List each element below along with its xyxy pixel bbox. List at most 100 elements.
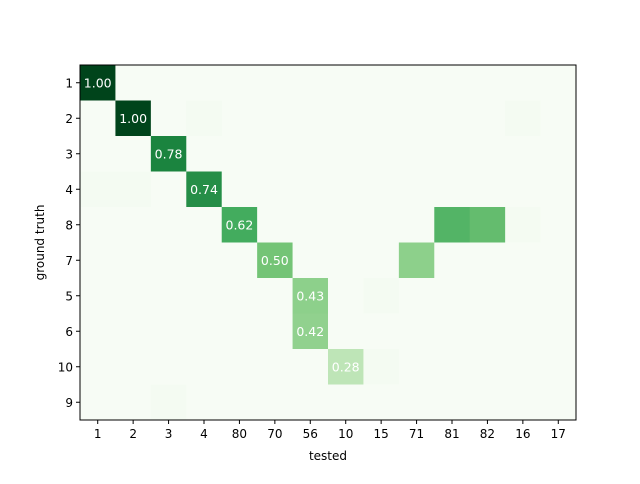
heatmap-cell [469, 278, 506, 314]
heatmap-cell [292, 65, 329, 101]
heatmap-cell [398, 207, 435, 243]
heatmap-cell [398, 171, 435, 208]
heatmap-cell [80, 278, 116, 314]
heatmap-cell [398, 242, 435, 279]
heatmap-cell [80, 171, 116, 208]
heatmap-cell [186, 136, 223, 172]
heatmap-cell [292, 171, 329, 208]
heatmap-cell [469, 349, 506, 385]
y-tick-label: 4 [65, 183, 73, 197]
heatmap-cell [221, 100, 258, 137]
cell-annotation: 0.74 [190, 182, 218, 197]
heatmap-cell [115, 278, 152, 314]
x-tick-label: 2 [129, 427, 137, 441]
heatmap-cell [363, 313, 400, 350]
x-tick-label: 16 [515, 427, 530, 441]
heatmap-cell [363, 65, 400, 101]
heatmap-cell [469, 313, 506, 350]
heatmap-cell [292, 207, 329, 243]
heatmap-cell [505, 384, 542, 421]
y-tick-label: 10 [58, 360, 73, 374]
heatmap-cell [505, 207, 542, 243]
heatmap-cell [398, 384, 435, 421]
heatmap-cell [115, 207, 152, 243]
heatmap-cell [363, 278, 400, 314]
heatmap-cell [221, 278, 258, 314]
x-tick-label: 70 [267, 427, 282, 441]
heatmap-cell [257, 207, 294, 243]
heatmap-cell [505, 100, 542, 137]
heatmap-cell [186, 171, 223, 208]
cell-annotation: 0.62 [226, 217, 254, 232]
heatmap-cell [292, 313, 329, 350]
heatmap-cell [186, 384, 223, 421]
heatmap-cell [363, 242, 400, 279]
heatmap-cell [328, 242, 364, 279]
heatmap-cell [186, 100, 223, 137]
heatmap-cell [328, 100, 364, 137]
heatmap-cell [186, 313, 223, 350]
heatmap-cell [434, 207, 471, 243]
heatmap-cell [434, 313, 471, 350]
heatmap-cell [328, 171, 364, 208]
heatmap-cell [115, 384, 152, 421]
heatmap-cell [221, 242, 258, 279]
heatmap-cell [257, 65, 294, 101]
heatmap-cell [469, 136, 506, 172]
y-tick-label: 7 [65, 254, 73, 268]
heatmap-cell [328, 313, 364, 350]
heatmap-cell [434, 171, 471, 208]
heatmap-cell [80, 384, 116, 421]
heatmap-cell [398, 278, 435, 314]
x-tick-label: 56 [303, 427, 318, 441]
heatmap-cell [80, 242, 116, 279]
heatmap-cell [363, 384, 400, 421]
x-tick-label: 81 [444, 427, 459, 441]
heatmap-cell [328, 65, 364, 101]
heatmap-cell [540, 384, 577, 421]
x-tick-label: 10 [338, 427, 353, 441]
axes-frame [79, 64, 577, 421]
heatmap-cell [257, 278, 294, 314]
heatmap-cell [540, 207, 577, 243]
heatmap-cell [115, 349, 152, 385]
heatmap-cell [80, 136, 116, 172]
x-tick-label: 1 [94, 427, 102, 441]
heatmap-cell [80, 65, 116, 101]
cell-annotation: 0.28 [332, 359, 360, 374]
heatmap-cell [150, 100, 187, 137]
heatmap-cell [221, 207, 258, 243]
x-tick-label: 4 [200, 427, 208, 441]
heatmap-cell [505, 171, 542, 208]
heatmap-cell [292, 278, 329, 314]
y-axis-ticks: 1 2 3 4 8 7 5 6 10 9 [58, 76, 80, 410]
heatmap-cell [257, 136, 294, 172]
heatmap-cell [257, 313, 294, 350]
heatmap-cell [434, 100, 471, 137]
cell-annotations: 1.00 1.00 0.78 0.74 0.62 0.50 0.43 0.42 0.28 [84, 75, 360, 374]
heatmap-cell [186, 278, 223, 314]
heatmap-cell [80, 100, 116, 137]
heatmap-cells [80, 65, 577, 421]
heatmap-cell [150, 171, 187, 208]
x-tick-label: 71 [409, 427, 424, 441]
heatmap-cell [186, 349, 223, 385]
heatmap-cell [292, 349, 329, 385]
heatmap-cell [115, 136, 152, 172]
heatmap-cell [221, 384, 258, 421]
x-tick-label: 80 [232, 427, 247, 441]
heatmap-cell [540, 278, 577, 314]
heatmap-cell [257, 100, 294, 137]
heatmap-cell [469, 65, 506, 101]
heatmap-cell [469, 207, 506, 243]
heatmap-cell [540, 242, 577, 279]
heatmap-cell [80, 313, 116, 350]
heatmap-cell [150, 136, 187, 172]
heatmap-cell [363, 171, 400, 208]
heatmap-cell [540, 136, 577, 172]
heatmap-cell [505, 313, 542, 350]
cell-annotation: 1.00 [84, 75, 112, 90]
heatmap-cell [469, 100, 506, 137]
x-tick-label: 3 [165, 427, 173, 441]
heatmap-cell [186, 242, 223, 279]
